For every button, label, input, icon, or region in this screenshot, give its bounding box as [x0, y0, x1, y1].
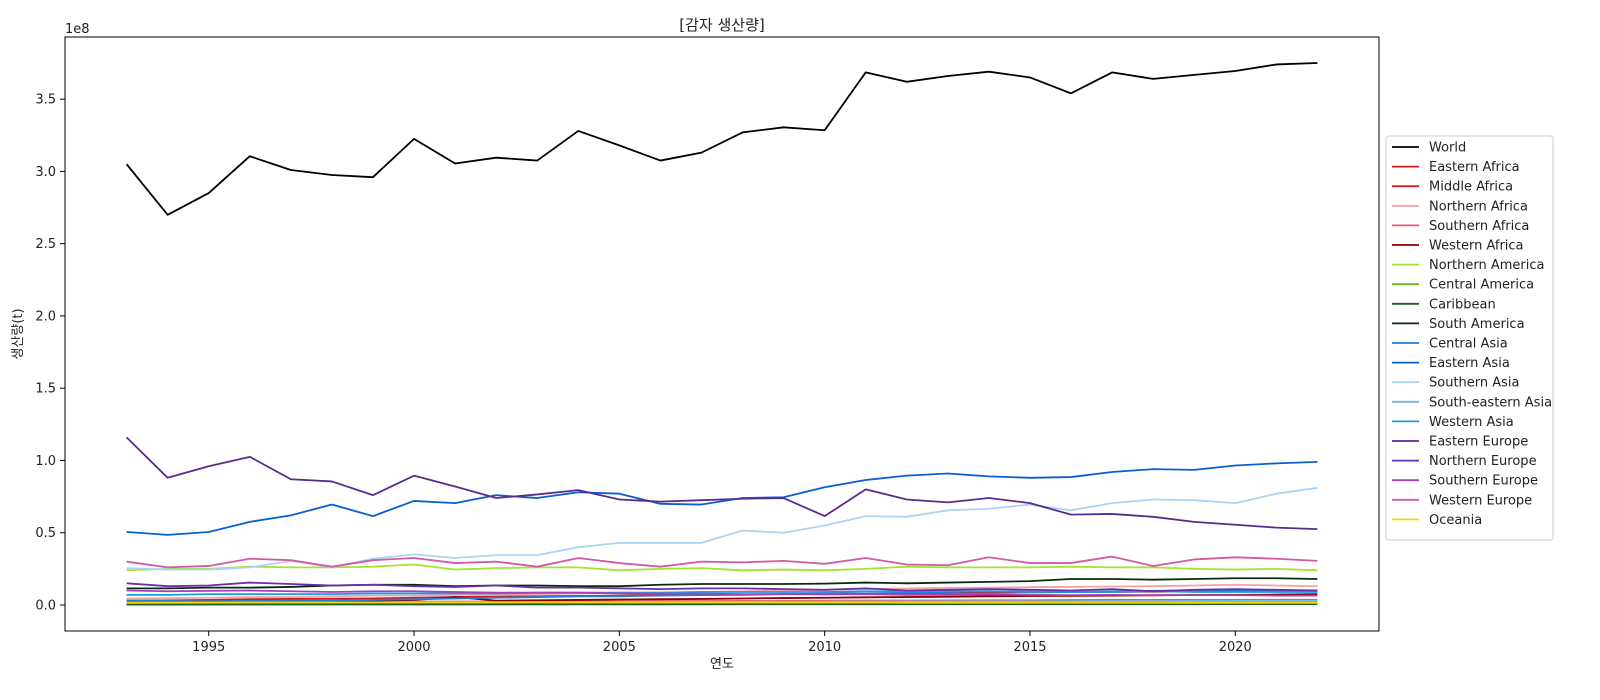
legend-entry-label: Middle Africa: [1429, 180, 1513, 195]
y-tick-label: 2.5: [35, 237, 56, 252]
x-tick-label: 1995: [192, 640, 225, 655]
y-tick-label: 3.0: [35, 165, 56, 180]
y-tick-label: 0.5: [35, 526, 56, 541]
series-line-southern-europe: [126, 589, 1318, 597]
legend-entry-label: Caribbean: [1429, 297, 1496, 312]
x-tick-label: 2010: [808, 640, 841, 655]
legend-entry-label: Central Asia: [1429, 337, 1508, 352]
series-line-western-europe: [126, 555, 1318, 569]
chart-title: [감자 생산량]: [679, 16, 764, 34]
legend-entry-label: World: [1429, 141, 1466, 156]
legend-entry-label: Southern Europe: [1429, 474, 1538, 489]
series-line-western-asia: [126, 590, 1318, 596]
legend-entry-label: Western Africa: [1429, 239, 1524, 254]
x-tick-label: 2015: [1013, 640, 1046, 655]
x-axis: 1995 2000 2005 2010 2015 2020: [192, 631, 1252, 655]
legend-box: [1385, 135, 1554, 541]
legend-entry-label: Eastern Asia: [1429, 356, 1510, 371]
y-axis-scale-label: 1e8: [65, 22, 90, 37]
series-line-northern-europe: [126, 581, 1318, 593]
y-tick-label: 2.0: [35, 309, 56, 324]
y-tick-label: 1.5: [35, 382, 56, 397]
legend-entry-label: Western Asia: [1429, 415, 1514, 430]
y-axis: 0.0 0.5 1.0 1.5 2.0 2.5 3.0 3.5: [35, 93, 65, 613]
legend-entry-label: Northern Africa: [1429, 199, 1528, 214]
legend-entry-label: Southern Asia: [1429, 376, 1520, 391]
legend-entry-label: Eastern Europe: [1429, 435, 1528, 450]
x-axis-label: 연도: [710, 657, 734, 672]
legend-entry-label: Oceania: [1429, 513, 1482, 528]
legend-entry-label: South America: [1429, 317, 1525, 332]
series-line-northern-america: [126, 563, 1318, 572]
series-lines: [125, 62, 1318, 606]
legend-entry-label: Eastern Africa: [1429, 160, 1520, 175]
legend: World Eastern Africa Middle Africa Northern…: [1385, 135, 1554, 541]
legend-entry-label: Northern America: [1429, 258, 1544, 273]
legend-entry-label: Central America: [1429, 278, 1534, 293]
plot-area-frame: [64, 36, 1380, 632]
legend-entry-label: Southern Africa: [1429, 219, 1529, 234]
x-tick-label: 2005: [603, 640, 636, 655]
series-line-world: [125, 62, 1318, 216]
y-tick-label: 3.5: [35, 93, 56, 108]
series-line-eastern-asia: [126, 461, 1318, 536]
x-tick-label: 2020: [1219, 640, 1252, 655]
y-axis-label: 생산량(t): [11, 308, 26, 359]
series-line-eastern-europe: [125, 436, 1318, 531]
legend-entry-label: Northern Europe: [1429, 454, 1537, 469]
y-tick-label: 1.0: [35, 454, 56, 469]
legend-entry-label: South-eastern Asia: [1429, 395, 1552, 410]
legend-entry-label: Western Europe: [1429, 493, 1532, 508]
x-tick-label: 2000: [397, 640, 430, 655]
y-tick-label: 0.0: [35, 598, 56, 613]
